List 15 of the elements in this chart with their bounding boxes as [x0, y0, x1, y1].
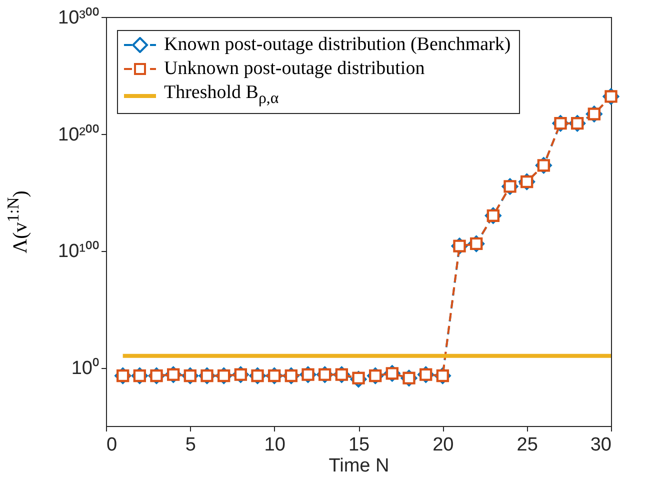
x-tick-label: 10: [264, 434, 286, 456]
x-tick-label: 0: [106, 434, 118, 456]
y-tick-label: 10⁰: [71, 357, 100, 380]
legend-label: Threshold B$_{ρ,α}$: [164, 81, 279, 109]
y-tick-label: 10¹⁰⁰: [58, 240, 100, 262]
y-tick-label: 10²⁰⁰: [58, 123, 100, 146]
x-tick-label: 20: [432, 434, 454, 456]
legend-label: Known post-outage distribution (Benchmark): [164, 33, 511, 57]
x-axis-title: Time N: [328, 456, 390, 476]
y-tick-label: 10³⁰⁰: [58, 6, 100, 28]
x-tick-label: 30: [590, 434, 612, 456]
x-tick-label: 25: [516, 434, 538, 456]
x-tick-label: 15: [348, 434, 370, 456]
x-tick-label: 5: [185, 434, 196, 456]
legend-label: Unknown post-outage distribution: [164, 57, 425, 81]
